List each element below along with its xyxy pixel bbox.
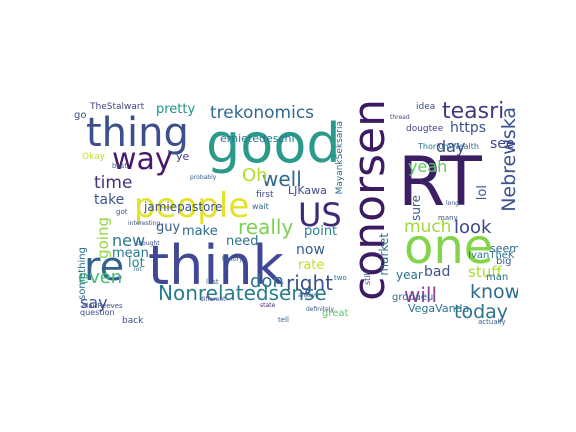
- word: seem: [490, 242, 518, 255]
- word: MayankSeksaria: [335, 121, 345, 195]
- word: big: [496, 256, 512, 267]
- word: good: [206, 112, 341, 175]
- word: think: [148, 234, 284, 297]
- word: teasri: [442, 99, 505, 124]
- word: ThoriumWealth: [418, 142, 479, 151]
- word: really: [238, 215, 294, 239]
- word: Okay: [82, 152, 105, 162]
- word: back: [122, 316, 144, 326]
- word: man: [486, 272, 509, 283]
- word: way: [112, 142, 173, 177]
- word: Oh: [242, 165, 268, 186]
- word: going: [94, 217, 112, 259]
- word: pretty: [156, 102, 196, 117]
- word: need: [226, 234, 259, 249]
- word: thread: [390, 114, 410, 121]
- word: thing: [86, 110, 189, 156]
- word: take: [94, 192, 125, 208]
- word: wait: [252, 202, 269, 211]
- word: now: [296, 242, 325, 258]
- word: tell: [278, 316, 289, 324]
- word: re: [84, 244, 125, 290]
- word: LJKawa: [288, 184, 327, 197]
- word: mean: [112, 246, 149, 261]
- word: best: [112, 162, 128, 170]
- word: year: [396, 268, 423, 282]
- word: yeah: [408, 157, 448, 176]
- word: dougtee: [406, 124, 444, 134]
- word: Nonrelatedsense: [158, 281, 327, 305]
- word-cloud: RT good think conorsen one people thing …: [72, 97, 518, 326]
- word: great: [322, 308, 349, 319]
- word: idea: [416, 102, 436, 112]
- word: first: [256, 190, 274, 200]
- word: TheStalwart: [90, 102, 145, 112]
- word: state: [260, 302, 276, 309]
- word: guy: [156, 220, 181, 235]
- word: ye: [176, 150, 190, 163]
- word: lol: [475, 185, 490, 201]
- word: RT: [398, 143, 482, 222]
- word: something: [77, 247, 88, 300]
- word: even: [78, 267, 123, 288]
- word: stuff: [468, 263, 502, 281]
- word: bad: [424, 264, 451, 280]
- word: question: [80, 308, 115, 317]
- word: look: [454, 217, 492, 238]
- word: trekonomics: [210, 103, 315, 123]
- word: will: [404, 283, 438, 307]
- word: long: [446, 200, 459, 207]
- word: interesting: [128, 220, 161, 227]
- word: ernietedeschi: [220, 132, 295, 145]
- word: definitely: [306, 306, 335, 313]
- word: always: [298, 292, 319, 299]
- word: sure: [409, 195, 423, 221]
- word: make: [182, 224, 218, 239]
- word: US: [298, 196, 342, 234]
- word: different: [200, 296, 226, 303]
- word: know: [470, 281, 518, 303]
- word: point: [304, 224, 338, 239]
- word: market: [377, 233, 391, 276]
- word: day: [436, 137, 466, 156]
- word: people: [134, 186, 250, 226]
- word: today: [454, 301, 509, 323]
- word: go: [74, 110, 87, 121]
- word: rate: [298, 258, 325, 273]
- word: one: [404, 219, 494, 275]
- word: say: [80, 293, 108, 312]
- word: well: [262, 167, 302, 191]
- word: thought: [136, 240, 160, 247]
- word: actually: [478, 318, 506, 326]
- word: IvanTheK: [468, 250, 515, 261]
- word: still: [363, 271, 372, 285]
- word: VegaVanda: [408, 302, 470, 315]
- word: many: [438, 214, 458, 222]
- word: lot: [128, 256, 145, 271]
- word: https: [450, 120, 487, 136]
- word: jamiepastore: [144, 200, 223, 214]
- word: history: [222, 256, 243, 263]
- word: new: [112, 231, 146, 250]
- word: see: [490, 136, 515, 152]
- word: time: [94, 173, 133, 193]
- word: don: [250, 271, 284, 292]
- word: two: [334, 274, 347, 282]
- word: elairReeves: [82, 302, 123, 310]
- word: grodaeu: [392, 292, 434, 303]
- word: last: [206, 278, 219, 286]
- word: right: [286, 271, 333, 295]
- word: probably: [190, 174, 217, 181]
- word: lot: [134, 266, 142, 273]
- word: much: [404, 217, 452, 237]
- word: got: [116, 208, 128, 216]
